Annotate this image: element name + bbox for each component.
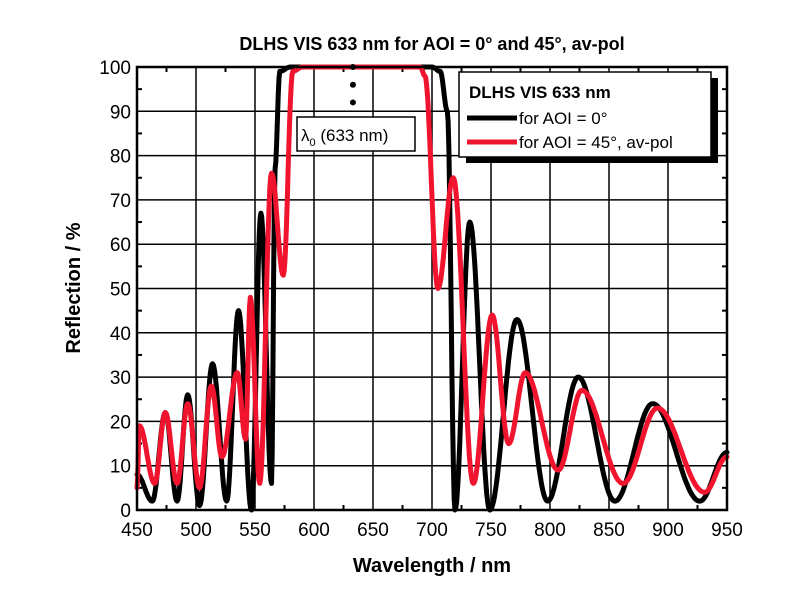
- x-tick-label: 850: [593, 520, 625, 541]
- lambda0-annotation: λ0 (633 nm): [296, 64, 416, 152]
- legend: DLHS VIS 633 nm for AOI = 0° for AOI = 4…: [458, 71, 718, 163]
- lambda0-marker-dot: [349, 99, 356, 106]
- y-tick-label: 20: [110, 412, 131, 433]
- x-tick-label: 750: [475, 520, 507, 541]
- y-tick-label: 10: [110, 457, 131, 478]
- x-tick-label: 800: [534, 520, 566, 541]
- lambda0-marker-dot: [349, 81, 356, 88]
- x-tick-label: 900: [652, 520, 684, 541]
- annotation-box: [296, 116, 416, 152]
- x-tick-label: 700: [416, 520, 448, 541]
- y-axis-label: Reflection / %: [63, 222, 85, 353]
- annotation-label: λ0 (633 nm): [301, 126, 388, 149]
- x-axis-label: Wavelength / nm: [353, 555, 511, 577]
- axis-ticks: 450 500 550 600 650 700 750 800 850 900 950 0 10 20 30…: [99, 58, 743, 541]
- legend-label-aoi-45: for AOI = 45°, av-pol: [519, 133, 673, 152]
- y-tick-label: 30: [110, 368, 131, 389]
- x-tick-label: 450: [121, 520, 153, 541]
- y-tick-label: 60: [110, 235, 131, 256]
- y-tick-label: 0: [120, 501, 131, 522]
- y-tick-label: 100: [99, 58, 131, 79]
- series-line-aoi-45: [134, 64, 730, 495]
- x-tick-label: 650: [357, 520, 389, 541]
- x-tick-label: 950: [711, 520, 743, 541]
- legend-title: DLHS VIS 633 nm: [469, 83, 611, 102]
- y-tick-label: 40: [110, 324, 131, 345]
- legend-label-aoi-0: for AOI = 0°: [519, 109, 608, 128]
- x-tick-label: 600: [298, 520, 330, 541]
- y-tick-label: 70: [110, 191, 131, 212]
- y-tick-label: 80: [110, 147, 131, 168]
- y-tick-label: 50: [110, 280, 131, 301]
- y-tick-label: 90: [110, 102, 131, 123]
- x-tick-label: 550: [239, 520, 271, 541]
- chart-title: DLHS VIS 633 nm for AOI = 0° and 45°, av…: [239, 34, 624, 54]
- lambda0-marker-dot: [349, 64, 356, 70]
- x-tick-label: 500: [180, 520, 212, 541]
- plot-frame: [135, 65, 729, 512]
